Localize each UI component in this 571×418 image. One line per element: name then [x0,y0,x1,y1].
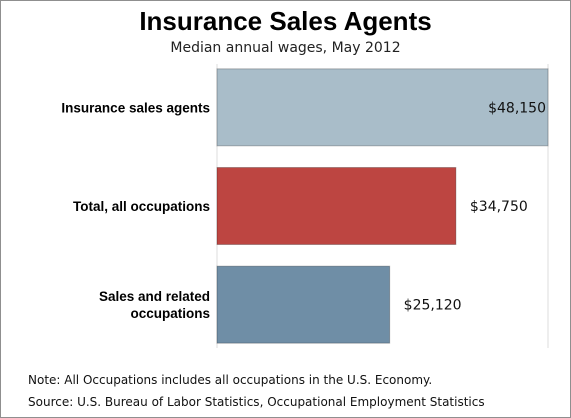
chart-subtitle: Median annual wages, May 2012 [170,40,401,56]
value-label: $25,120 [404,298,462,314]
category-label: Insurance sales agents [61,100,210,115]
bar [216,167,457,245]
category-label: Total, all occupations [73,199,210,214]
value-labels: $48,150 $34,750 $25,120 [404,100,546,313]
category-label: Sales and related occupations [99,289,210,321]
chart-title: Insurance Sales Agents [139,6,432,36]
value-label: $48,150 [488,100,546,116]
category-label-line: Insurance sales agents [61,100,210,115]
category-label-line: occupations [130,306,210,321]
source-text: Source: U.S. Bureau of Labor Statistics,… [28,395,485,409]
bar [216,265,391,344]
value-label: $34,750 [470,199,528,215]
note-text: Note: All Occupations includes all occup… [28,373,433,387]
category-label-line: Sales and related [99,289,210,304]
bar [216,68,549,147]
bars [216,68,549,344]
category-labels: Insurance sales agents Total, all occupat… [61,100,210,321]
category-label-line: Total, all occupations [73,199,210,214]
